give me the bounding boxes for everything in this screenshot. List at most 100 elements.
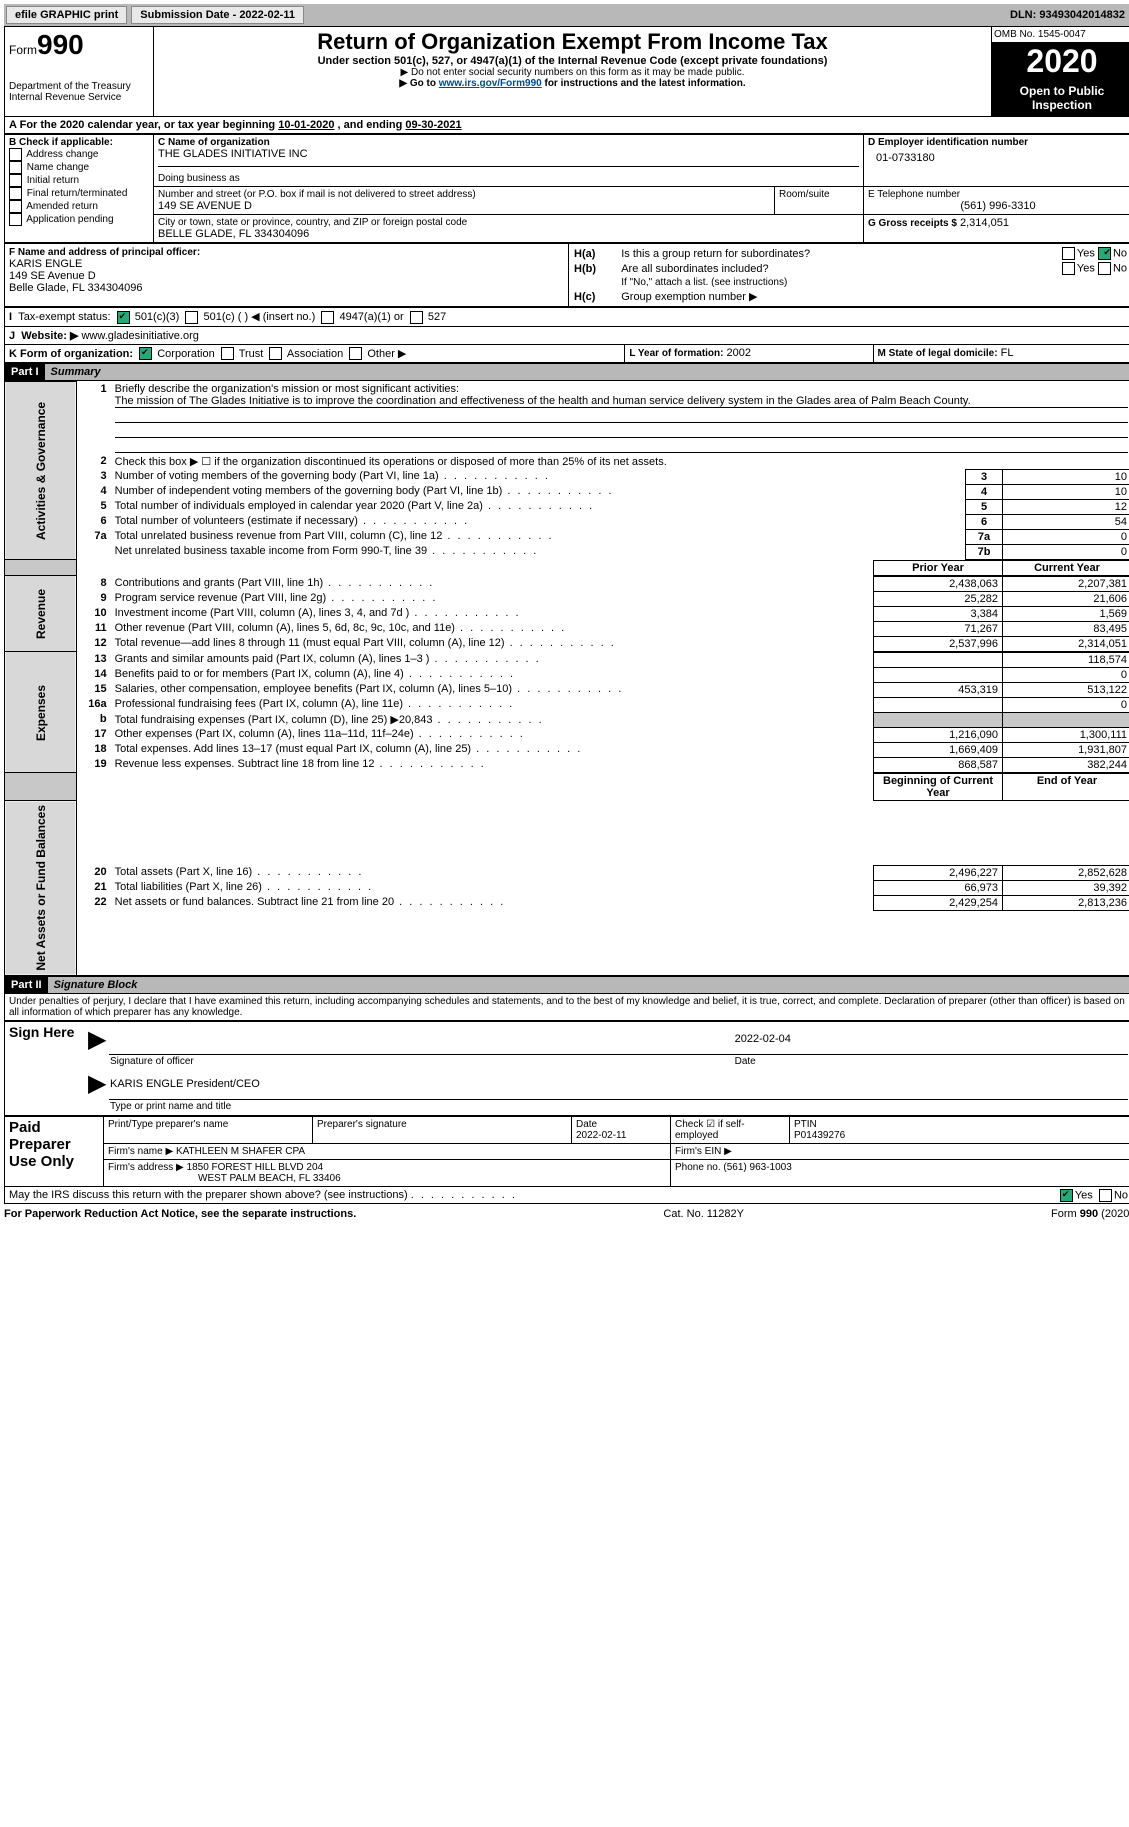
goto-pre: Go to — [410, 78, 439, 89]
org-name: THE GLADES INITIATIVE INC — [158, 148, 859, 160]
efile-print-button[interactable]: efile GRAPHIC print — [6, 6, 127, 24]
ssn-note: Do not enter social security numbers on … — [158, 67, 987, 78]
prep-sig-label: Preparer's signature — [313, 1116, 572, 1143]
col-end: End of Year — [1003, 773, 1129, 800]
box-b-checkbox[interactable] — [9, 161, 22, 174]
org-form-checkbox[interactable] — [269, 347, 282, 360]
form-number: 990 — [37, 29, 84, 60]
yes-label: Yes — [1077, 247, 1095, 259]
discuss-no-checkbox[interactable] — [1099, 1189, 1112, 1202]
discuss-question: May the IRS discuss this return with the… — [9, 1189, 408, 1201]
officer-printed-name: KARIS ENGLE President/CEO — [109, 1068, 1128, 1099]
phone-label: Phone no. — [675, 1162, 721, 1173]
box-b-checkbox[interactable] — [9, 174, 22, 187]
pra-notice: For Paperwork Reduction Act Notice, see … — [4, 1208, 356, 1220]
h-c-label: Group exemption number ▶ — [620, 289, 1128, 304]
prep-name-label: Print/Type preparer's name — [104, 1116, 313, 1143]
box-k-label: K Form of organization: — [9, 348, 133, 360]
section-governance: Activities & Governance — [5, 382, 77, 560]
efile-topbar: efile GRAPHIC print Submission Date - 20… — [4, 4, 1129, 26]
city-state-zip: BELLE GLADE, FL 334304096 — [158, 228, 859, 240]
sig-arrow-icon-2: ▶ — [88, 1070, 106, 1097]
form-footer: Form 990 (2020) — [1051, 1208, 1129, 1220]
h-b-note: If "No," attach a list. (see instruction… — [620, 276, 1128, 289]
tax-year: 2020 — [992, 43, 1129, 80]
room-label: Room/suite — [779, 189, 859, 200]
dept-treasury: Department of the Treasury — [9, 81, 149, 92]
prep-date: 2022-02-11 — [576, 1130, 626, 1141]
tax-period: A For the 2020 calendar year, or tax yea… — [4, 117, 1129, 134]
discuss-no-label: No — [1114, 1189, 1128, 1201]
state-domicile: FL — [1001, 347, 1014, 359]
period-end: 09-30-2021 — [405, 119, 461, 131]
discuss-yes-label: Yes — [1075, 1189, 1093, 1201]
ein: 01-0733180 — [868, 148, 1128, 164]
box-b-checkbox[interactable] — [9, 187, 22, 200]
part-i-num: Part I — [5, 364, 45, 380]
tax-status-checkbox[interactable] — [321, 311, 334, 324]
omb-number: OMB No. 1545-0047 — [992, 27, 1129, 43]
hb-no-checkbox[interactable] — [1098, 262, 1111, 275]
tax-status-checkbox[interactable] — [185, 311, 198, 324]
section-revenue: Revenue — [5, 576, 77, 652]
street-address: 149 SE AVENUE D — [158, 200, 770, 212]
col-prior: Prior Year — [874, 560, 1003, 575]
firm-name: KATHLEEN M SHAFER CPA — [176, 1146, 305, 1157]
mission-text: The mission of The Glades Initiative is … — [115, 395, 1128, 408]
firm-ein-label: Firm's EIN ▶ — [671, 1143, 1129, 1159]
sig-date-label: Date — [734, 1055, 1128, 1069]
period-mid: , and ending — [334, 119, 405, 131]
paid-preparer-label: Paid Preparer Use Only — [5, 1116, 104, 1186]
form-subtitle: Under section 501(c), 527, or 4947(a)(1)… — [158, 55, 987, 67]
col-current: Current Year — [1003, 560, 1129, 575]
tax-status-checkbox[interactable] — [410, 311, 423, 324]
city-label: City or town, state or province, country… — [158, 217, 859, 228]
perjury-declaration: Under penalties of perjury, I declare th… — [4, 994, 1129, 1021]
org-form-checkbox[interactable] — [221, 347, 234, 360]
box-g-label: G Gross receipts $ — [868, 218, 957, 229]
form-word: Form — [9, 43, 37, 57]
box-i-label: Tax-exempt status: — [18, 311, 110, 323]
ptin-value: P01439276 — [794, 1130, 845, 1141]
box-b-checkbox[interactable] — [9, 200, 22, 213]
box-b-checkbox[interactable] — [9, 148, 22, 161]
goto-post: for instructions and the latest informat… — [542, 78, 746, 89]
section-expenses: Expenses — [5, 652, 77, 773]
ha-yes-checkbox[interactable] — [1062, 247, 1075, 260]
ha-no-checkbox[interactable] — [1098, 247, 1111, 260]
box-f-label: F Name and address of principal officer: — [9, 247, 200, 258]
firm-phone: (561) 963-1003 — [723, 1162, 791, 1173]
box-b-label: B Check if applicable: — [9, 137, 149, 148]
tax-status-checkbox[interactable] — [117, 311, 130, 324]
form-header: Form990 Department of the Treasury Inter… — [4, 26, 1129, 117]
col-begin: Beginning of Current Year — [874, 773, 1003, 800]
form-title: Return of Organization Exempt From Incom… — [158, 29, 987, 55]
telephone: (561) 996-3310 — [868, 200, 1128, 212]
addr-label: Number and street (or P.O. box if mail i… — [158, 189, 770, 200]
hb-yes-checkbox[interactable] — [1062, 262, 1075, 275]
org-form-checkbox[interactable] — [349, 347, 362, 360]
irs-label: Internal Revenue Service — [9, 92, 149, 103]
dln: DLN: 93493042014832 — [1010, 9, 1129, 21]
line2-text: Check this box ▶ ☐ if the organization d… — [111, 454, 1129, 470]
part-i-title: Summary — [45, 364, 1129, 380]
org-form-checkbox[interactable] — [139, 347, 152, 360]
officer-name: KARIS ENGLE — [9, 258, 82, 270]
year-formation: 2002 — [727, 347, 751, 359]
form990-link[interactable]: www.irs.gov/Form990 — [439, 78, 542, 89]
officer-addr1: 149 SE Avenue D — [9, 270, 96, 282]
self-employed-check: Check ☑ if self-employed — [671, 1116, 790, 1143]
submission-date: Submission Date - 2022-02-11 — [131, 6, 304, 24]
discuss-yes-checkbox[interactable] — [1060, 1189, 1073, 1202]
open-inspection: Open to Public Inspection — [992, 80, 1129, 116]
section-net-assets: Net Assets or Fund Balances — [5, 801, 77, 976]
cat-no: Cat. No. 11282Y — [663, 1208, 744, 1220]
type-name-label: Type or print name and title — [109, 1099, 1128, 1113]
period-pre: For the 2020 calendar year, or tax year … — [20, 119, 279, 131]
h-a-label: Is this a group return for subordinates? — [620, 246, 996, 261]
box-b-checkbox[interactable] — [9, 213, 22, 226]
firm-addr: 1850 FOREST HILL BLVD 204 — [187, 1162, 324, 1173]
box-c-name-label: C Name of organization — [158, 137, 859, 148]
sig-arrow-icon: ▶ — [88, 1026, 106, 1053]
dba-label: Doing business as — [158, 173, 859, 184]
